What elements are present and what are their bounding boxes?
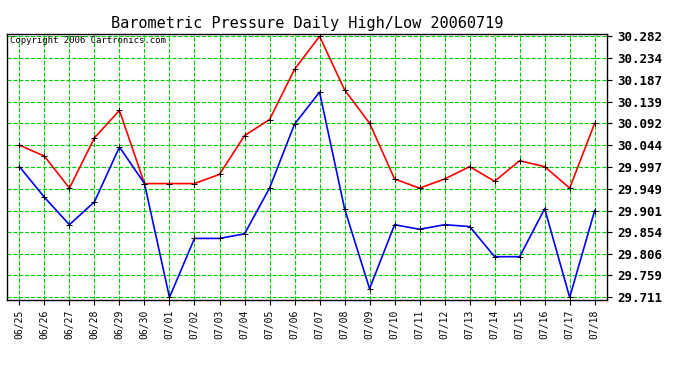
Title: Barometric Pressure Daily High/Low 20060719: Barometric Pressure Daily High/Low 20060… xyxy=(111,16,503,31)
Text: Copyright 2006 Cartronics.com: Copyright 2006 Cartronics.com xyxy=(10,36,166,45)
